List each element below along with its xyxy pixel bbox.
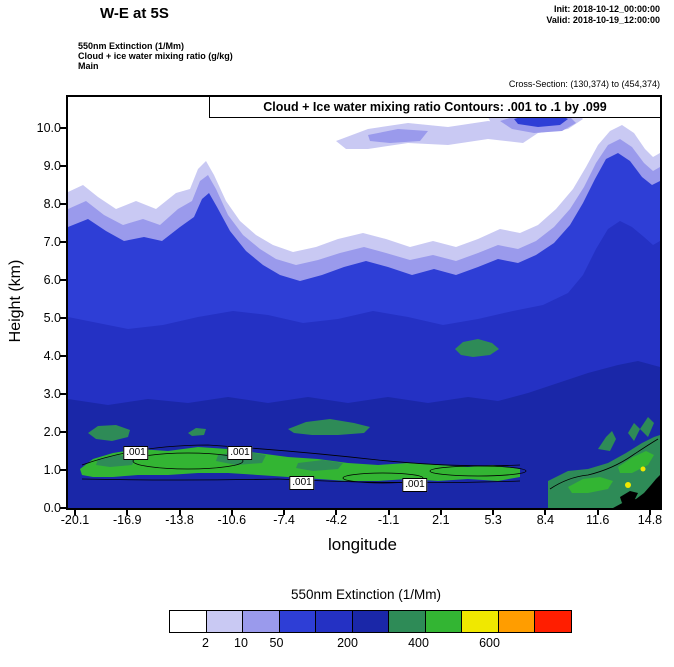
colorbar-tick-label: 200 — [337, 636, 358, 650]
x-tick-label: 2.1 — [432, 513, 450, 527]
y-tick-label: 8.0 — [43, 197, 61, 211]
x-tick-label: 5.3 — [484, 513, 502, 527]
contour-label: .001 — [123, 446, 149, 460]
y-tick-label: 6.0 — [43, 273, 61, 287]
contour-label: .001 — [227, 446, 253, 460]
x-tick-label: 8.4 — [536, 513, 555, 527]
colorbar-box — [461, 610, 499, 633]
colorbar-box — [534, 610, 572, 633]
colorbar-boxes — [169, 610, 572, 633]
y-tick-label: 1.0 — [43, 463, 61, 477]
x-tick-label: 11.6 — [585, 513, 610, 527]
y-tick-label: 9.0 — [43, 159, 61, 173]
x-tick-mark — [178, 508, 181, 515]
colorbar-box — [424, 610, 462, 633]
page-title: W-E at 5S — [100, 5, 169, 22]
x-tick-mark — [74, 508, 76, 515]
x-tick-mark — [126, 508, 129, 515]
colorbar-box — [242, 610, 280, 633]
contour-info-banner: Cloud + Ice water mixing ratio Contours:… — [209, 97, 660, 118]
field-name-domain: Main — [78, 61, 99, 71]
colorbar-tick-label: 600 — [479, 636, 500, 650]
y-tick-mark — [60, 507, 68, 509]
x-tick-label: -4.2 — [325, 513, 348, 527]
cross-section-coords: Cross-Section: (130,374) to (454,374) — [508, 79, 660, 89]
init-time: Init: 2018-10-12_00:00:00 — [553, 4, 660, 14]
x-tick-label: -20.1 — [60, 513, 90, 527]
x-tick-label: 14.8 — [637, 513, 663, 527]
colorbar-box — [315, 610, 353, 633]
y-tick-mark — [60, 317, 68, 319]
x-tick-label: -7.4 — [273, 513, 295, 527]
x-axis-label: longitude — [327, 535, 397, 554]
y-tick-label: 5.0 — [43, 311, 61, 325]
y-tick-mark — [60, 279, 68, 281]
y-tick-label: 3.0 — [43, 387, 61, 401]
y-tick-label: 2.0 — [43, 425, 61, 439]
y-tick-label: 10.0 — [36, 121, 61, 135]
colorbar-title: 550nm Extinction (1/Mm) — [290, 587, 442, 602]
colorbar-tick-label: 50 — [269, 636, 284, 650]
y-tick-label: 4.0 — [43, 349, 61, 363]
y-tick-mark — [60, 165, 68, 167]
x-tick-mark — [230, 508, 233, 515]
colorbar-tick-label: 10 — [234, 636, 248, 650]
colorbar-box — [205, 610, 243, 633]
y-tick-mark — [60, 431, 68, 433]
x-tick-mark — [283, 508, 286, 515]
y-axis-label: Height (km) — [7, 259, 24, 343]
y-tick-mark — [60, 127, 68, 129]
cloud-ice-contour-lines — [81, 438, 659, 490]
valid-time: Valid: 2018-10-19_12:00:00 — [546, 15, 660, 25]
colorbar-box — [388, 610, 426, 633]
colorbar-tick-label: 400 — [408, 636, 429, 650]
x-tick-mark — [596, 508, 599, 515]
x-tick-mark — [387, 508, 390, 515]
y-tick-label: 7.0 — [43, 235, 61, 249]
x-tick-label: -1.1 — [377, 513, 400, 527]
x-tick-mark — [544, 508, 547, 515]
colorbar-box — [497, 610, 535, 633]
x-tick-mark — [648, 508, 651, 515]
y-tick-label: 0.0 — [43, 501, 61, 515]
y-tick-mark — [60, 355, 68, 357]
plot-area: Cloud + Ice water mixing ratio Contours:… — [66, 95, 662, 510]
y-tick-mark — [60, 469, 68, 471]
terrain-fill — [613, 475, 660, 508]
x-tick-label: -13.8 — [165, 513, 194, 527]
x-tick-label: -16.9 — [113, 513, 142, 527]
y-tick-mark — [60, 241, 68, 243]
contour-label: .001 — [289, 476, 315, 490]
colorbar-box — [278, 610, 316, 633]
y-tick-mark — [60, 393, 68, 395]
field-name-extinction: 550nm Extinction (1/Mm) — [78, 41, 185, 51]
colorbar-box — [351, 610, 389, 633]
y-tick-mark — [60, 203, 68, 205]
contour-label: .001 — [402, 478, 428, 492]
colorbar-tick-label: 2 — [202, 636, 209, 650]
x-tick-mark — [439, 508, 442, 515]
contour-field-svg — [68, 97, 660, 508]
colorbar-box — [169, 610, 207, 633]
x-tick-label: -10.6 — [217, 513, 247, 527]
field-name-cloud-ice: Cloud + ice water mixing ratio (g/kg) — [78, 51, 233, 61]
x-tick-mark — [492, 508, 495, 515]
x-tick-mark — [335, 508, 338, 515]
